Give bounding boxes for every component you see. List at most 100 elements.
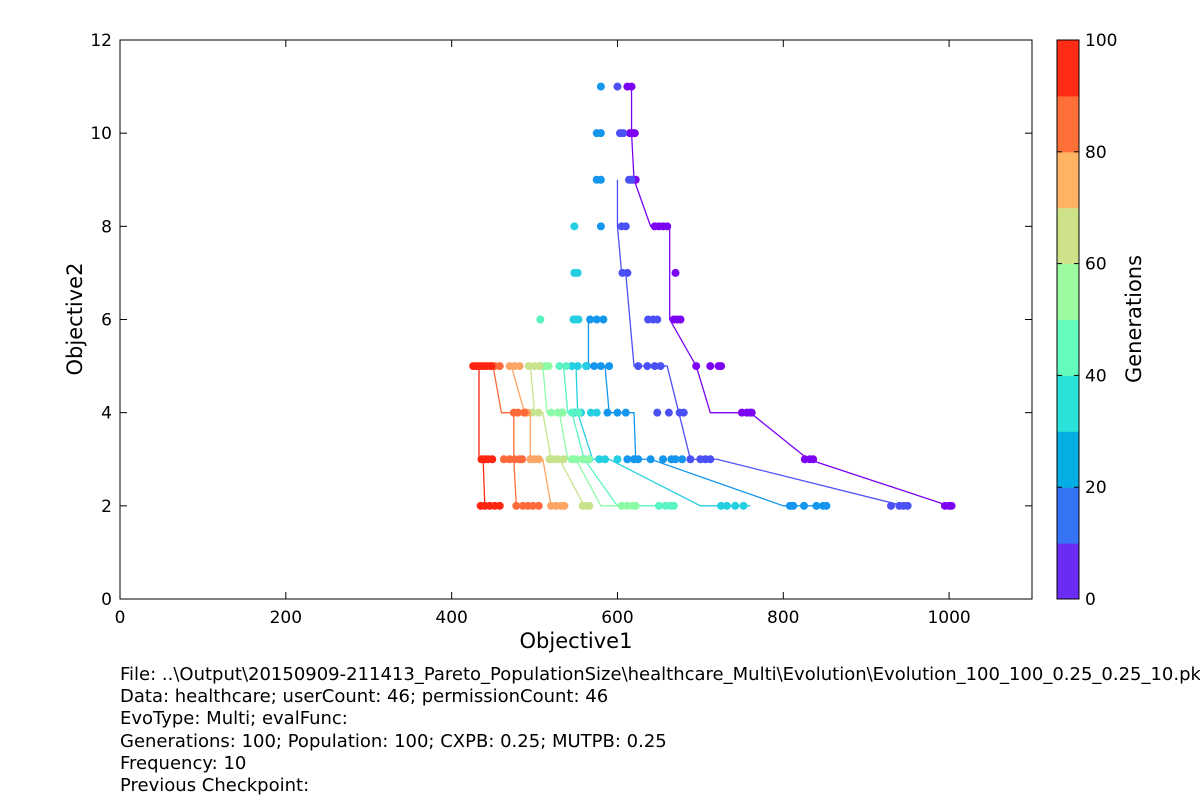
series-gen-21	[582, 82, 831, 510]
data-point	[596, 222, 605, 231]
colorbar-segment	[1057, 95, 1079, 153]
data-point	[679, 408, 688, 417]
info-checkpoint: Previous Checkpoint:	[120, 774, 310, 796]
data-point	[544, 362, 553, 371]
y-tick-label: 0	[101, 590, 112, 610]
data-point	[617, 501, 626, 510]
colorbar-segment	[1057, 40, 1079, 97]
data-point	[567, 362, 576, 371]
data-point	[586, 408, 595, 417]
colorbar-segment	[1057, 543, 1079, 600]
colorbar-segment	[1057, 375, 1079, 432]
series-gen-81	[484, 362, 543, 510]
data-point	[513, 408, 522, 417]
data-point	[567, 408, 576, 417]
data-point	[596, 175, 605, 184]
data-point	[646, 455, 655, 464]
pareto-front-line	[562, 366, 668, 507]
data-point	[574, 408, 583, 417]
data-point	[621, 408, 630, 417]
plot-area	[469, 82, 956, 510]
colorbar-tick-label: 80	[1085, 143, 1107, 163]
x-tick-label: 600	[601, 608, 633, 628]
data-point	[590, 362, 599, 371]
data-point	[596, 362, 605, 371]
y-tick-label: 2	[101, 497, 112, 517]
colorbar	[1057, 40, 1079, 600]
data-point	[495, 362, 504, 371]
data-point	[573, 362, 582, 371]
data-point	[659, 455, 668, 464]
colorbar-frame	[1056, 39, 1080, 600]
data-point	[717, 501, 726, 510]
data-point	[653, 408, 662, 417]
data-point	[536, 315, 545, 324]
info-frequency: Frequency: 10	[120, 752, 247, 774]
data-point	[656, 362, 665, 371]
colorbar-segment	[1057, 431, 1079, 488]
data-point	[488, 455, 497, 464]
data-point	[601, 455, 610, 464]
series-gen-51	[537, 362, 640, 510]
data-point	[812, 501, 821, 510]
colorbar-segment	[1057, 207, 1079, 265]
y-axis-label: Objective2	[63, 263, 87, 376]
colorbar-segment	[1057, 151, 1079, 209]
data-point	[534, 501, 543, 510]
data-point	[555, 362, 564, 371]
x-tick-label: 400	[435, 608, 467, 628]
colorbar-tick-label: 0	[1085, 590, 1096, 610]
data-point	[903, 501, 912, 510]
data-point	[671, 455, 680, 464]
data-point	[599, 315, 608, 324]
data-point	[613, 455, 622, 464]
series-gen-91	[469, 362, 504, 510]
data-point	[603, 408, 612, 417]
data-point	[634, 455, 643, 464]
data-point	[562, 362, 571, 371]
data-point	[669, 501, 678, 510]
pareto-front-line	[510, 365, 552, 506]
data-point	[664, 408, 673, 417]
colorbar-label: Generations	[1122, 255, 1146, 383]
data-point	[592, 408, 601, 417]
info-evotype: EvoType: Multi; evalFunc:	[120, 708, 348, 730]
data-point	[487, 362, 496, 371]
data-point	[739, 501, 748, 510]
data-point	[578, 455, 587, 464]
data-point	[706, 455, 715, 464]
data-point	[512, 501, 521, 510]
data-point	[722, 501, 731, 510]
data-point	[559, 455, 568, 464]
data-point	[623, 268, 632, 277]
data-point	[605, 362, 614, 371]
pareto-front-line	[492, 365, 527, 507]
pareto-front-line	[529, 366, 585, 507]
data-point	[534, 455, 543, 464]
data-point	[643, 362, 652, 371]
data-point	[663, 222, 672, 231]
data-point	[822, 501, 831, 510]
data-point	[947, 501, 956, 510]
data-point	[621, 222, 630, 231]
data-point	[596, 129, 605, 138]
data-point	[747, 408, 756, 417]
x-tick-label: 1000	[927, 608, 970, 628]
data-point	[619, 129, 628, 138]
info-file: File: ..\Output\20150909-211413_Pareto_P…	[120, 664, 1200, 685]
data-point	[534, 408, 543, 417]
x-tick-label: 800	[767, 608, 799, 628]
data-point	[596, 82, 605, 91]
data-point	[627, 175, 636, 184]
data-point	[631, 501, 640, 510]
data-point	[717, 362, 726, 371]
y-tick-label: 6	[101, 311, 112, 331]
info-data: Data: healthcare; userCount: 46; permiss…	[120, 686, 609, 708]
data-point	[495, 501, 504, 510]
data-point	[613, 82, 622, 91]
data-point	[789, 501, 798, 510]
colorbar-segment	[1057, 319, 1079, 376]
data-point	[535, 362, 544, 371]
data-point	[627, 82, 636, 91]
